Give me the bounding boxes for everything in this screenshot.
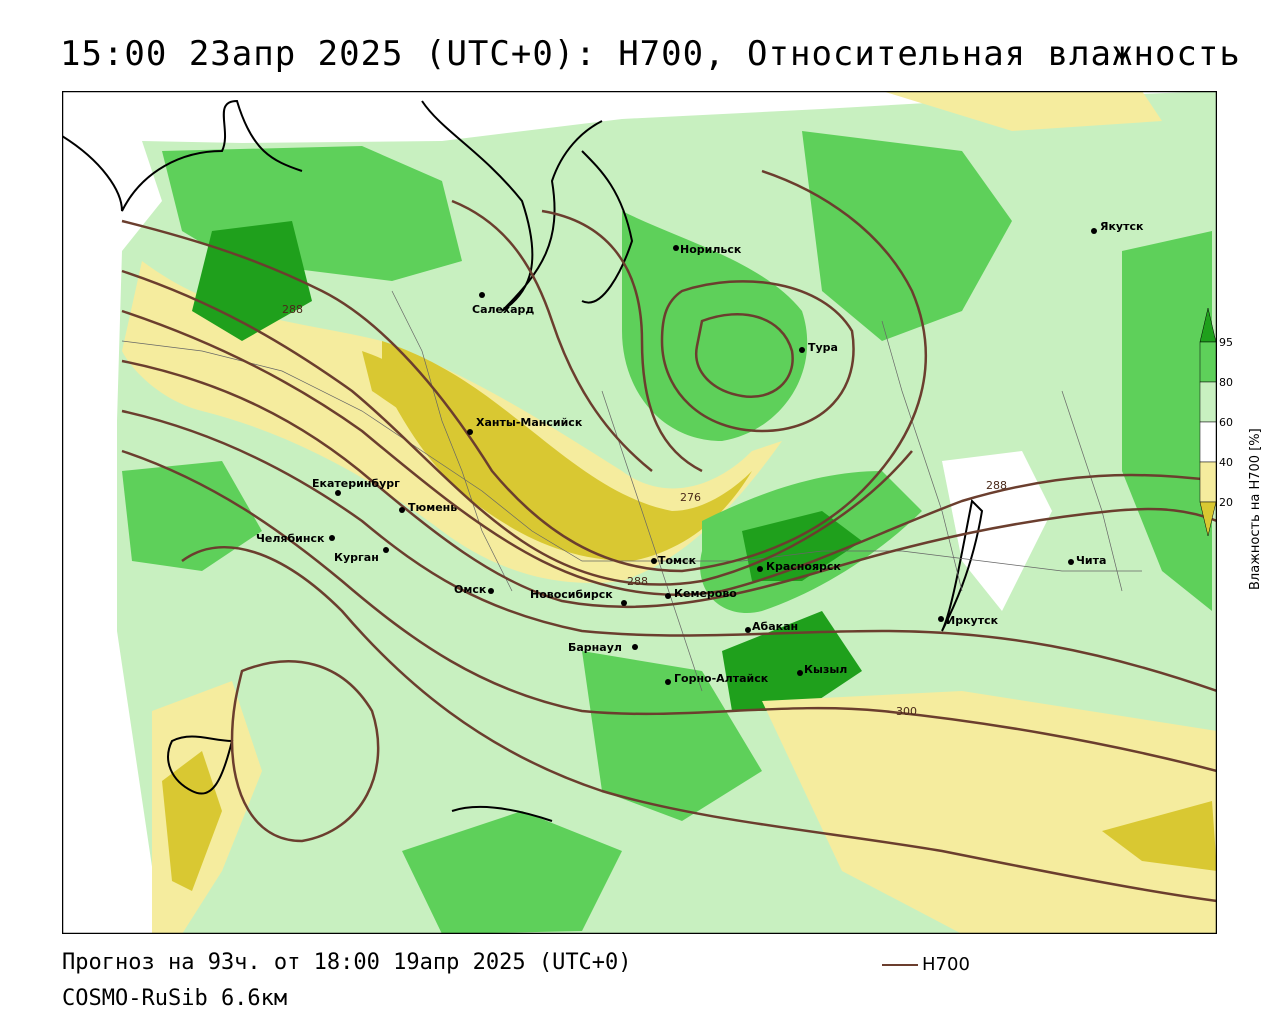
coastlines [62,99,984,822]
map-frame [62,91,1217,934]
city-label: Барнаул [568,641,622,654]
contour-labels: 288 276 288 288 300 [282,303,1007,718]
legend-tick: 60 [1219,416,1233,429]
city-label: Челябинск [256,532,325,545]
legend-swatch [1199,461,1217,503]
city-label: Якутск [1100,220,1144,233]
city-label: Чита [1076,554,1106,567]
city-marker [399,507,405,513]
model-name: COSMO-RuSib 6.6км [62,986,288,1011]
city-marker [745,627,751,633]
city-marker [938,616,944,622]
contour-key-label: H700 [922,954,970,975]
city-marker [673,245,679,251]
humidity-legend: 95 80 60 40 20 [1199,307,1233,537]
city-label: Норильск [680,243,742,256]
legend-tick: 40 [1219,456,1233,469]
city-marker [799,347,805,353]
city-marker [467,429,473,435]
legend-swatch [1199,381,1217,423]
contour-label: 300 [896,705,917,718]
city-label: Тура [808,341,838,354]
city-marker [757,566,763,572]
legend-swatch [1199,341,1217,383]
h700-contours [121,169,1217,903]
forecast-info: Прогноз на 93ч. от 18:00 19апр 2025 (UTC… [62,950,632,975]
legend-arrow-top [1199,307,1217,343]
contour-key-line [882,964,918,966]
city-label: Томск [658,554,697,567]
city-label: Екатеринбург [312,477,400,490]
legend-tick: 80 [1219,376,1233,389]
city-label: Кызыл [804,663,847,676]
legend-tick: 20 [1219,496,1233,509]
city-label: Красноярск [766,560,841,573]
legend-arrow-bottom [1199,501,1217,537]
contour-label: 276 [680,491,701,504]
contour-label: 288 [627,575,648,588]
city-label: Курган [334,551,379,564]
city-label: Омск [454,583,487,596]
city-marker [651,558,657,564]
city-marker [621,600,627,606]
contour-key: H700 [882,954,970,975]
humidity-field [117,91,1217,934]
city-label: Горно-Алтайск [674,672,769,685]
city-marker [488,588,494,594]
city-marker [797,670,803,676]
legend-title: Влажность на H700 [%] [1248,428,1263,590]
city-marker [665,593,671,599]
city-label: Тюмень [408,501,457,514]
map-title: 15:00 23апр 2025 (UTC+0): H700, Относите… [60,34,1241,74]
city-marker [632,644,638,650]
cities: Норильск Салехард Тура Якутск Ханты-Манс… [256,220,1144,685]
city-label: Ханты-Мансийск [476,416,583,429]
city-marker [329,535,335,541]
contour-label: 288 [986,479,1007,492]
weather-map: 288 276 288 288 300 Норильск Салехард Ту… [62,91,1217,934]
city-marker [1068,559,1074,565]
city-marker [665,679,671,685]
city-marker [479,292,485,298]
legend-swatch [1199,421,1217,463]
city-label: Салехард [472,303,534,316]
city-marker [1091,228,1097,234]
city-label: Кемерово [674,587,737,600]
legend-tick: 95 [1219,336,1233,349]
city-marker [383,547,389,553]
contour-label: 288 [282,303,303,316]
city-label: Абакан [752,620,798,633]
city-marker [335,490,341,496]
city-label: Иркутск [946,614,999,627]
city-label: Новосибирск [530,588,613,601]
